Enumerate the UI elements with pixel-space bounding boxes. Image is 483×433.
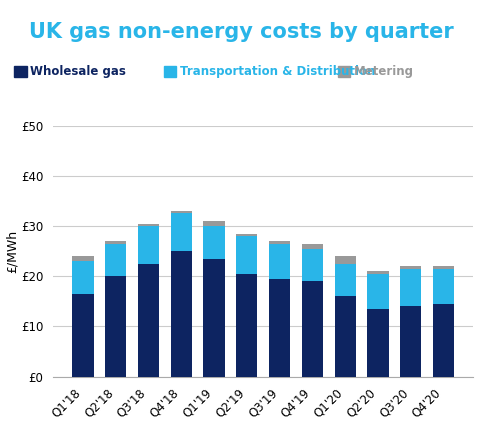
Bar	[203, 259, 225, 377]
Bar	[368, 271, 389, 274]
Bar	[400, 266, 422, 269]
Text: Wholesale gas: Wholesale gas	[30, 65, 126, 78]
Bar	[269, 241, 290, 244]
Bar	[236, 236, 257, 274]
Bar	[335, 256, 356, 264]
Bar	[236, 274, 257, 377]
Bar	[203, 226, 225, 259]
Text: UK gas non-energy costs by quarter: UK gas non-energy costs by quarter	[29, 22, 454, 42]
Bar	[105, 244, 127, 276]
Bar	[72, 256, 94, 261]
Bar	[302, 249, 323, 281]
Bar	[269, 244, 290, 279]
Bar	[400, 269, 422, 307]
Y-axis label: £/MWh: £/MWh	[5, 229, 18, 273]
Bar	[170, 213, 192, 251]
Bar	[203, 221, 225, 226]
Bar	[105, 276, 127, 377]
Bar	[138, 264, 159, 377]
Text: Transportation & Distribution: Transportation & Distribution	[180, 65, 375, 78]
Bar	[433, 304, 454, 377]
Bar	[368, 309, 389, 377]
Bar	[105, 241, 127, 244]
Bar	[433, 269, 454, 304]
Bar	[302, 244, 323, 249]
Bar	[302, 281, 323, 377]
Bar	[72, 261, 94, 294]
Bar	[236, 233, 257, 236]
Bar	[72, 294, 94, 377]
Bar	[138, 226, 159, 264]
Bar	[170, 211, 192, 213]
Bar	[335, 296, 356, 377]
Text: Metering: Metering	[354, 65, 413, 78]
Bar	[433, 266, 454, 269]
Bar	[400, 307, 422, 377]
Bar	[170, 251, 192, 377]
Bar	[269, 279, 290, 377]
Bar	[138, 223, 159, 226]
Bar	[368, 274, 389, 309]
Bar	[335, 264, 356, 296]
